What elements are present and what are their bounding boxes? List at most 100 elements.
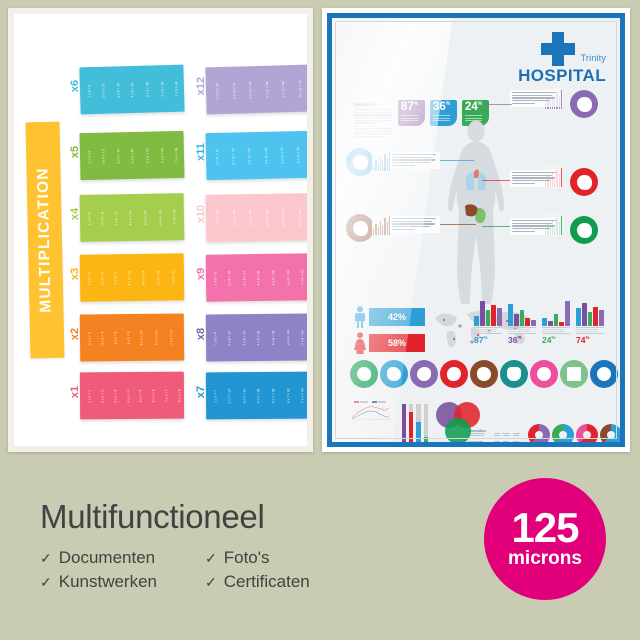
table-cell: 2 x 1 = 2 <box>100 389 105 403</box>
mini-bar-chart <box>372 214 391 236</box>
bar-stat-74: 74% <box>576 300 604 345</box>
text-line <box>392 228 415 230</box>
table-cell: 3 x 2 = 6 <box>113 331 118 345</box>
bar <box>547 320 553 326</box>
lorem-columns <box>493 432 520 442</box>
mini-bar <box>373 165 375 171</box>
table-body-x11: 1 x 11 = 11 2 x 11 = 22 3 x 11 = 33 4 x 11 … <box>205 130 307 181</box>
table-cell: 8 x 9 = 72 <box>310 256 311 297</box>
callout-text-box <box>510 218 560 236</box>
hospital-infographic-poster[interactable]: Trinity HOSPITAL Information 87% 36% 24% <box>322 8 630 452</box>
bar <box>542 318 547 326</box>
bar <box>491 305 497 326</box>
table-cell: 6 x 4 = 24 <box>157 209 163 225</box>
text-line <box>512 222 553 224</box>
text-line <box>512 172 557 174</box>
table-cell: 2 x 11 = 22 <box>231 147 236 165</box>
organ-glyph <box>352 220 368 236</box>
mini-bar <box>384 154 386 171</box>
kidney-icon <box>440 360 468 388</box>
table-cell: 7 x 2 = 14 <box>169 329 174 345</box>
bar-stat-87: 87% <box>474 300 502 345</box>
features-list: ✓ Documenten ✓ Kunstwerken ✓ Foto's ✓ Certific… <box>40 548 310 592</box>
text-line <box>512 102 535 104</box>
table-body-x8: 1 x 8 = 8 2 x 8 = 16 3 x 8 = 24 4 x 8 = 32 5… <box>205 313 307 362</box>
table-cell: 4 x 2 = 8 <box>125 331 131 344</box>
text-line <box>503 432 510 434</box>
feature-label: Kunstwerken <box>58 572 158 591</box>
feature-item: ✓ Kunstwerken <box>40 572 157 592</box>
logo-top-row: Trinity <box>518 32 606 66</box>
text-line <box>512 220 557 222</box>
column-bar-fill <box>423 436 428 442</box>
table-body-x6: 1 x 6 = 6 2 x 6 = 12 3 x 6 = 18 4 x 6 = 24 5… <box>79 64 185 115</box>
bar-stat-24: 24% <box>542 300 570 345</box>
mini-bar <box>377 163 379 171</box>
column-bar <box>408 404 414 442</box>
table-body-x12: 1 x 12 = 12 2 x 12 = 24 3 x 12 = 36 4 x 12 … <box>205 64 307 115</box>
callout-connector-line <box>482 226 510 227</box>
text-line <box>354 114 393 116</box>
text-line <box>512 97 556 99</box>
bar <box>553 314 559 326</box>
table-cell: 8 x 1 = 8 <box>177 388 182 402</box>
table-cell: 2 x 10 = 20 <box>231 209 236 227</box>
gender-row-female: 58% <box>354 332 425 354</box>
text-line <box>465 115 482 116</box>
table-cell: 5 x 7 = 35 <box>271 388 276 403</box>
multiplication-table-x11[interactable]: x11 1 x 11 = 11 2 x 11 = 22 3 x 11 = 33 4 x … <box>192 130 307 188</box>
text-line <box>401 117 418 119</box>
column-bar-fill <box>401 404 406 442</box>
table-body-x2: 1 x 2 = 2 2 x 2 = 4 3 x 2 = 6 4 x 2 = 8 5 x … <box>79 313 185 362</box>
percent-box-87: 87% <box>398 100 425 126</box>
table-cell: 3 x 12 = 36 <box>248 81 253 99</box>
mini-bar <box>375 224 377 235</box>
lorem-column-3 <box>513 432 520 442</box>
column-bar-chart <box>401 404 428 442</box>
organ-glyph <box>576 222 592 238</box>
table-cell: 7 x 6 = 42 <box>174 80 179 96</box>
multiplication-table-x10[interactable]: x10 1 x 10 = 10 2 x 10 = 20 3 x 10 = 30 4 x … <box>192 193 307 250</box>
table-cell: 2 x 2 = 4 <box>100 331 105 345</box>
mini-bar-chart <box>372 150 391 172</box>
bar <box>593 306 599 326</box>
bottom-information-heading: Information <box>468 428 486 433</box>
bar-group <box>508 300 536 326</box>
table-cell: 1 x 4 = 4 <box>87 211 92 225</box>
column-bar <box>423 404 428 442</box>
text-line <box>513 440 520 442</box>
text-line <box>465 117 482 119</box>
table-cell: 1 x 5 = 5 <box>87 149 92 163</box>
table-cell: 3 x 3 = 9 <box>113 271 118 285</box>
table-cell: 7 x 4 = 28 <box>172 209 177 225</box>
bar-group <box>542 300 570 326</box>
mini-bar <box>560 216 562 235</box>
table-cell: 8 x 4 = 32 <box>182 196 185 237</box>
bar <box>587 311 593 326</box>
liver-icon <box>470 360 498 388</box>
column-bar <box>401 404 406 442</box>
text-line <box>512 100 550 102</box>
bar-group <box>576 300 604 326</box>
text-line <box>354 133 392 135</box>
table-cell: 6 x 9 = 54 <box>285 269 291 285</box>
mini-bar <box>375 160 377 171</box>
bottom-banner: Multifunctioneel ✓ Documenten ✓ Kunstwerken… <box>0 460 640 640</box>
multiplication-table-x12[interactable]: x12 1 x 12 = 12 2 x 12 = 24 3 x 12 = 36 4 x … <box>192 64 307 122</box>
bar-stat-unit: % <box>585 335 590 341</box>
table-cell: 4 x 3 = 12 <box>126 270 132 285</box>
organ-glyph <box>576 96 592 112</box>
female-percent-value: 58% <box>387 338 406 348</box>
bottom-information-block: Information <box>468 428 486 442</box>
table-cell: 3 x 9 = 27 <box>241 270 246 286</box>
